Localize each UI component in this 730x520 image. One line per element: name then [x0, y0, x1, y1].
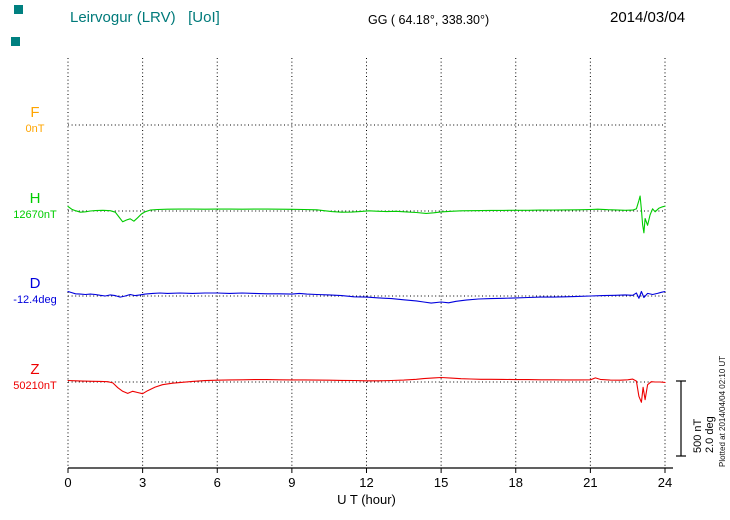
component-H-label: H 12670nT — [6, 190, 64, 221]
component-baseline-value: 50210nT — [13, 380, 57, 392]
component-letter: H — [29, 190, 41, 207]
svg-text:12: 12 — [359, 475, 373, 490]
station-title: Leirvogur (LRV) [UoI] — [70, 9, 220, 26]
svg-text:9: 9 — [288, 475, 295, 490]
svg-text:3: 3 — [139, 475, 146, 490]
svg-text:18: 18 — [509, 475, 523, 490]
svg-text:500 nT: 500 nT — [692, 418, 704, 453]
svg-text:24: 24 — [658, 475, 672, 490]
x-axis-label: U T (hour) — [337, 492, 396, 507]
teal-marker-left — [11, 37, 20, 46]
component-D-label: D -12.4deg — [6, 275, 64, 306]
svg-text:6: 6 — [214, 475, 221, 490]
svg-text:21: 21 — [583, 475, 597, 490]
component-Z-label: Z 50210nT — [6, 361, 64, 392]
svg-text:2.0 deg: 2.0 deg — [704, 416, 716, 453]
teal-marker-top — [14, 5, 23, 14]
svg-text:Plotted at 2014/04/04 02:10 UT: Plotted at 2014/04/04 02:10 UT — [718, 356, 727, 467]
component-baseline-value: 0nT — [25, 123, 45, 135]
component-F-label: F 0nT — [6, 104, 64, 135]
component-letter: D — [29, 275, 41, 292]
plot-date: 2014/03/04 — [610, 9, 686, 26]
svg-text:0: 0 — [64, 475, 71, 490]
gg-coordinates: GG ( 64.18°, 338.30°) — [368, 13, 490, 27]
component-letter: Z — [30, 361, 40, 378]
component-baseline-value: 12670nT — [13, 209, 57, 221]
component-letter: F — [30, 104, 40, 121]
svg-text:15: 15 — [434, 475, 448, 490]
component-baseline-value: -12.4deg — [13, 294, 57, 306]
